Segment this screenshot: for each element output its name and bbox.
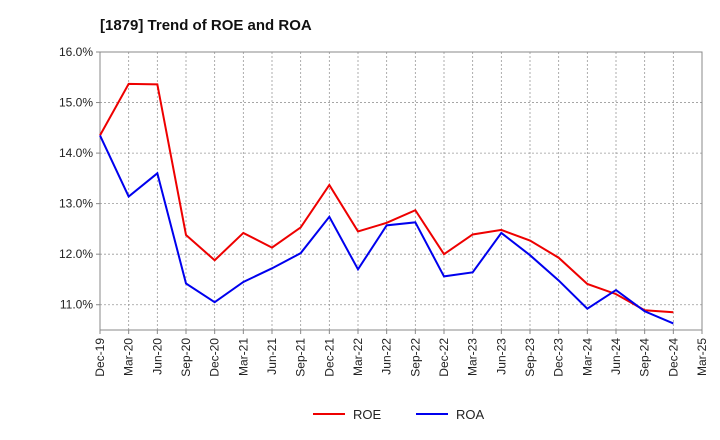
y-tick-label: 15.0% [59, 96, 93, 110]
axes: 11.0% 12.0% 13.0% 14.0% 15.0% 16.0% Dec-19 Mar-… [59, 45, 709, 377]
legend-label-roe: ROE [353, 407, 382, 422]
legend: ROE ROA [313, 407, 485, 422]
x-tick-label: Sep-21 [294, 338, 308, 377]
x-tick-label: Mar-22 [351, 338, 365, 376]
plot-area-frame [99, 51, 703, 331]
x-tick-label: Sep-23 [523, 338, 537, 377]
x-tick-label: Dec-22 [437, 338, 451, 377]
x-tick-label: Mar-20 [122, 338, 136, 376]
x-tick-label: Jun-21 [265, 338, 279, 375]
x-tick-label: Dec-24 [666, 338, 680, 377]
x-tick-label: Dec-20 [208, 338, 222, 377]
x-tick-label: Mar-24 [580, 338, 594, 376]
y-tick-label: 14.0% [59, 146, 93, 160]
x-tick-label: Jun-24 [609, 338, 623, 375]
grid [100, 51, 702, 330]
x-tick-label: Jun-22 [380, 338, 394, 375]
x-tick-label: Mar-23 [466, 338, 480, 376]
x-tick-label: Dec-21 [322, 338, 336, 377]
y-tick-label: 12.0% [59, 247, 93, 261]
x-tick-label: Dec-19 [93, 338, 107, 377]
x-tick-label: Mar-21 [236, 338, 250, 376]
series [99, 82, 674, 325]
x-tick-label: Mar-25 [695, 338, 709, 376]
x-tick-label: Dec-23 [552, 338, 566, 377]
chart-title: [1879] Trend of ROE and ROA [100, 17, 312, 34]
x-tick-label: Sep-20 [179, 338, 193, 377]
x-tick-label: Jun-23 [494, 338, 508, 375]
series-line-roa [99, 134, 674, 325]
y-tick-label: 11.0% [60, 298, 93, 312]
y-tick-label: 16.0% [59, 45, 93, 59]
legend-label-roa: ROA [456, 407, 485, 422]
y-tick-label: 13.0% [59, 197, 93, 211]
x-tick-label: Sep-24 [638, 338, 652, 377]
x-tick-label: Jun-20 [150, 338, 164, 375]
x-tick-label: Sep-22 [408, 338, 422, 377]
series-line-roe [99, 82, 674, 314]
